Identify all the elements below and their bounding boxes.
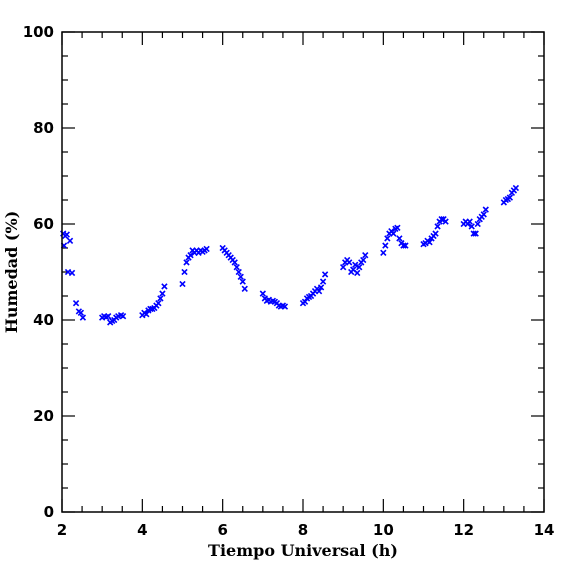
data-point [384,235,391,242]
data-point [380,249,387,256]
data-point [237,273,244,280]
data-point [72,300,80,307]
data-point [231,259,238,266]
data-point [482,206,489,213]
x-tick-label: 8 [298,521,308,539]
y-tick-label: 60 [33,215,54,233]
data-point [241,285,248,292]
x-tick-label: 12 [453,521,474,539]
data-point [63,231,70,238]
data-point [317,284,325,291]
data-point [66,237,74,244]
y-tick-label: 20 [33,407,54,425]
data-point [340,264,347,271]
data-point [360,256,367,264]
y-tick-label: 0 [44,503,54,521]
tick-labels: 2 4 6 8 10 12 14 0 20 40 60 80 100 [23,23,555,539]
data-markers [60,184,520,326]
data-point [426,239,433,246]
data-point [362,252,369,259]
x-tick-label: 2 [57,521,67,539]
data-point [390,230,397,237]
data-point [352,261,359,268]
y-axis-label: Humedad (%) [2,211,21,334]
data-point [105,312,112,320]
data-point [157,295,164,302]
data-point [259,290,266,297]
data-point [235,268,242,276]
data-point [315,288,323,295]
data-point [438,216,445,223]
data-point [159,290,166,297]
data-point [432,230,439,237]
y-tick-label: 80 [33,119,54,137]
data-point [233,264,240,271]
data-point [400,242,407,249]
plot-frame [61,31,545,513]
axis-ticks [61,31,545,513]
data-point [356,264,363,271]
y-tick-label: 100 [23,23,54,41]
data-point [319,278,327,285]
x-tick-label: 4 [137,521,147,539]
data-point [434,223,441,230]
x-tick-label: 6 [217,521,227,539]
data-point [187,252,194,259]
data-point [183,259,190,266]
data-point [394,224,401,232]
data-point [321,271,329,278]
data-point [512,184,520,192]
x-tick-label: 10 [373,521,394,539]
data-point [143,311,150,318]
data-point [474,220,481,228]
data-point [470,230,477,237]
data-point [442,218,449,225]
data-point [301,298,309,305]
x-axis-label: Tiempo Universal (h) [208,541,398,560]
data-point [77,309,85,316]
data-point [239,278,246,285]
data-point [346,259,353,266]
data-point [480,211,487,218]
y-tick-label: 40 [33,311,54,329]
data-point [119,312,127,320]
data-point [382,242,389,249]
data-point [468,223,475,230]
data-point [472,230,479,237]
data-point [203,245,210,253]
data-point [506,194,514,201]
data-point [466,218,473,225]
data-point [68,269,76,277]
data-point [179,280,186,288]
data-point [79,314,87,321]
data-point [155,300,162,307]
data-point [281,303,289,310]
data-point [402,242,409,249]
data-point [396,235,403,242]
data-point [354,269,361,277]
data-point [161,283,168,290]
data-point [181,268,188,276]
x-tick-label: 14 [534,521,555,539]
